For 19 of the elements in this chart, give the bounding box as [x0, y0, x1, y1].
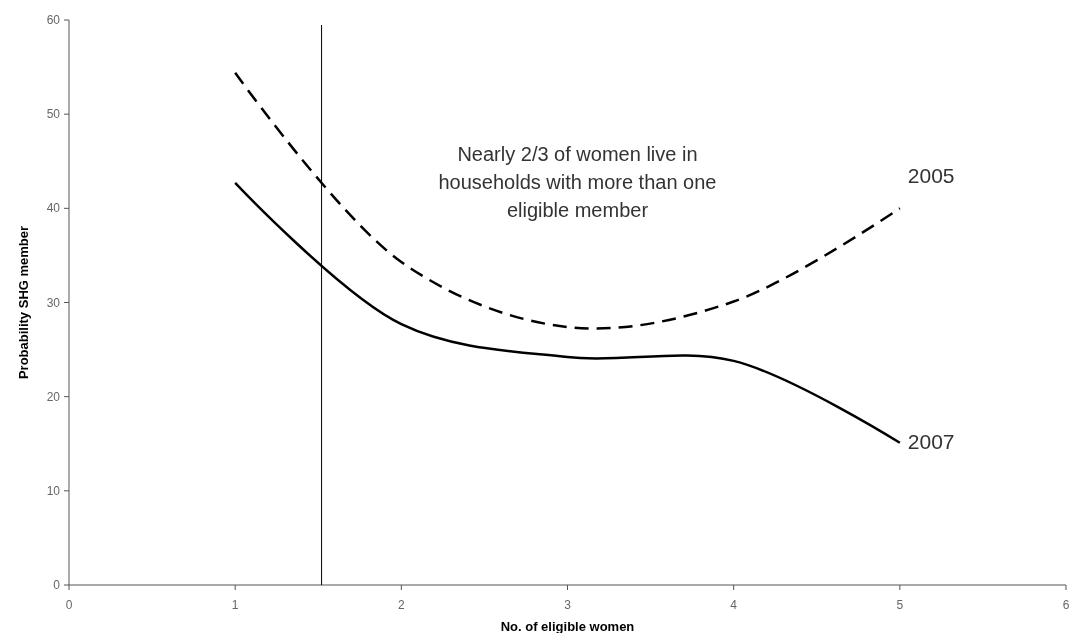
y-tick-label: 20 [46, 389, 61, 404]
series-label: 2007 [907, 429, 955, 453]
x-axis-title: No. of eligible women [500, 619, 635, 634]
y-tick-label: 50 [46, 107, 61, 122]
y-axis-title: Probability SHG member [16, 225, 31, 380]
annotation: Nearly 2/3 of women live in households with more than one eligible member [438, 143, 717, 222]
x-tick-label: 0 [65, 598, 73, 612]
x-tick-label: 4 [730, 598, 738, 612]
x-tick-label: 2 [397, 598, 405, 612]
y-tick-label: 60 [46, 13, 61, 27]
x-tick-label: 1 [231, 598, 239, 612]
y-tick-label: 10 [46, 483, 61, 498]
x-tick-label: 5 [896, 598, 904, 612]
y-tick-label: 30 [46, 295, 61, 310]
series-label: 2005 [907, 164, 955, 188]
x-tick-label: 3 [564, 598, 572, 612]
x-tick-label: 6 [1062, 598, 1070, 612]
y-tick-label: 40 [46, 201, 61, 216]
y-tick-label: 0 [53, 578, 61, 592]
